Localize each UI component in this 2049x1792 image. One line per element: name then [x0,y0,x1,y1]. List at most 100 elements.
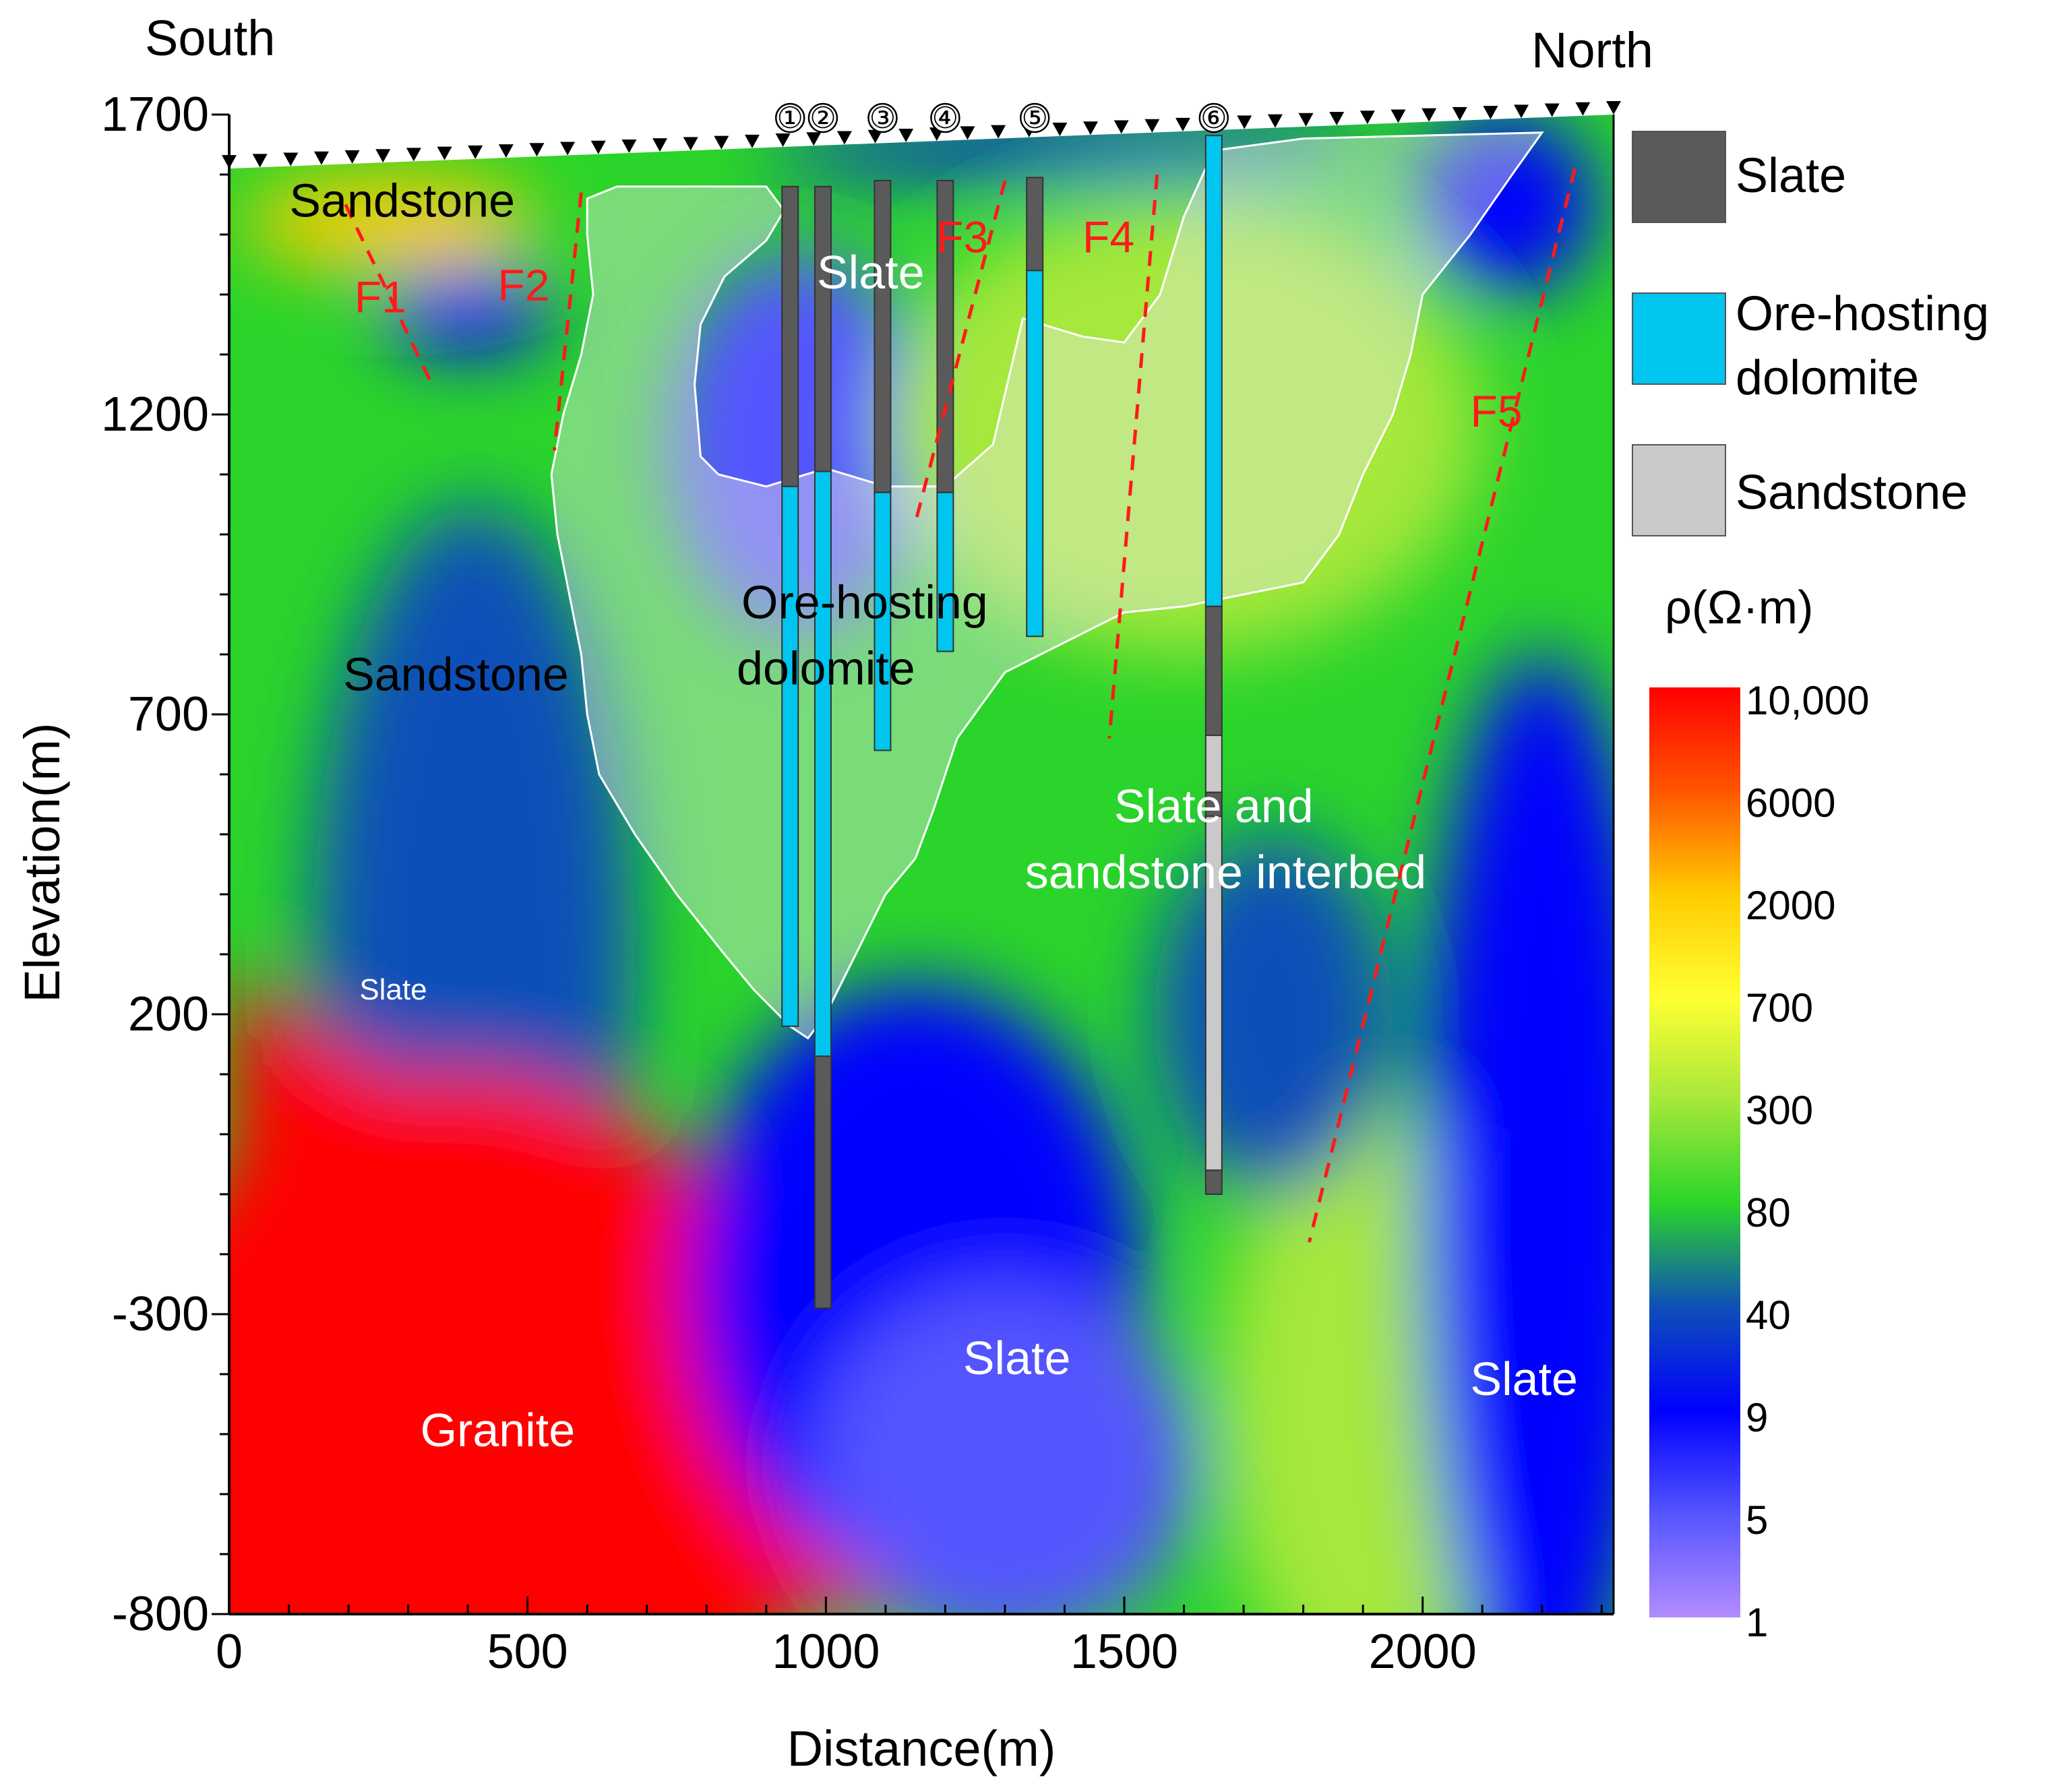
rock-label: dolomite [737,642,915,695]
drillhole-id-circle [1198,102,1229,133]
y-tick-label: 1700 [101,88,209,142]
survey-station [991,125,1006,139]
drillhole-id-circle [1019,102,1050,133]
survey-station [344,150,360,164]
survey-station [1544,103,1560,117]
survey-station [806,132,822,146]
survey-station [529,143,545,157]
survey-station [1575,102,1591,116]
resistivity-body [1422,654,1614,1614]
x-tick-label: 2000 [1369,1625,1477,1679]
colorbar-label: 6000 [1746,780,1835,826]
survey-station [714,135,729,150]
fault-line [913,180,1007,523]
rock-label: sandstone interbed [1025,846,1426,898]
y-tick-label: 200 [128,987,209,1041]
fault-label: F3 [936,212,988,262]
fault-labels: F1 F2 F3 F4 F5 [355,212,1523,436]
survey-station [683,137,698,151]
survey-station [1329,112,1345,126]
resistivity-body [814,1284,1196,1614]
drillhole-segment [1026,270,1044,638]
fault-line [553,192,583,451]
survey-station [252,154,268,168]
legend: Slate Ore-hosting dolomite Sandstone [1632,131,1989,536]
rock-label: Sandstone [343,648,569,700]
x-ticks: 0 500 1000 1500 2000 [216,1597,1603,1679]
survey-station [1514,104,1529,119]
y-ticks: 1700 1200 700 200 -300 -800 [101,88,229,1641]
direction-right: North [1531,22,1653,78]
survey-station [836,131,852,145]
drillhole-segment [1204,735,1223,793]
drillhole-segment [874,179,892,493]
drillhole-id: ① [776,102,803,135]
drillholes [781,135,1223,1309]
drillhole-id-circle [867,102,898,133]
survey-station [1175,117,1190,131]
drillhole-id: ② [809,102,836,135]
survey-station [744,134,760,148]
legend-label: Sandstone [1736,466,1967,520]
colorbar-label: 700 [1746,985,1813,1030]
rock-label: Granite [421,1404,576,1456]
sky-mask [229,115,1614,169]
survey-station [283,152,299,166]
y-tick-label: -300 [112,1287,209,1341]
drillhole-id-circle [930,102,960,133]
survey-station [375,149,391,163]
survey-station [652,138,668,152]
colorbar-gradient [1649,687,1740,1617]
y-axis-title: Elevation(m) [14,722,70,1002]
rock-label: Sandstone [289,174,515,226]
legend-label-line: Ore-hosting [1736,287,1989,341]
fault-label: F2 [497,260,549,310]
survey-station [498,144,514,158]
drillhole-segment [874,491,892,751]
y-tick-label: 1200 [101,388,209,441]
survey-station [1052,123,1068,137]
drillhole-id: ③ [869,102,896,135]
survey-station [1359,111,1375,125]
drillhole-segment [1204,815,1223,1171]
rock-label: Slate [817,246,925,299]
drillhole-segment [814,470,832,1057]
survey-station [406,148,421,162]
direction-left: South [145,10,275,66]
survey-station [1237,115,1252,129]
legend-label-line: dolomite [1736,351,1919,405]
legend-label: Slate [1736,149,1846,203]
survey-station [621,139,637,153]
drillhole-segment [814,185,832,472]
survey-station [1606,101,1621,115]
drillhole-segment [814,1055,832,1309]
x-axis-title: Distance(m) [787,1721,1056,1776]
colorbar-label: 40 [1746,1293,1791,1338]
colorbar-label: 9 [1746,1395,1768,1440]
drillhole-segment [1026,177,1044,272]
survey-stations [222,101,1621,169]
survey-station [1113,120,1129,134]
axes: 0 500 1000 1500 2000 1700 1200 700 200 -300 -800 [101,88,1615,1679]
survey-station [560,142,576,156]
faults [344,168,1577,1243]
drillhole-segment [781,185,799,487]
x-tick-label: 0 [216,1625,243,1679]
y-tick-label: -800 [112,1587,209,1641]
legend-swatch [1632,131,1726,223]
x-tick-label: 1500 [1070,1625,1178,1679]
resistivity-bodies [229,115,1614,1614]
survey-station [775,133,791,148]
colorbar-label: 300 [1746,1088,1813,1133]
drillhole-segment [1204,605,1223,737]
colorbar-label: 5 [1746,1497,1768,1543]
fault-label: F4 [1082,212,1134,262]
colorbar: ρ(Ω·m) 10,000 6000 2000 700 300 80 40 9 5 1 [1649,581,1870,1645]
rock-label: Slate and [1114,780,1314,832]
survey-station [898,128,914,142]
survey-station [1483,106,1498,120]
resistivity-body [1416,115,1596,295]
fault-line [1308,168,1577,1243]
